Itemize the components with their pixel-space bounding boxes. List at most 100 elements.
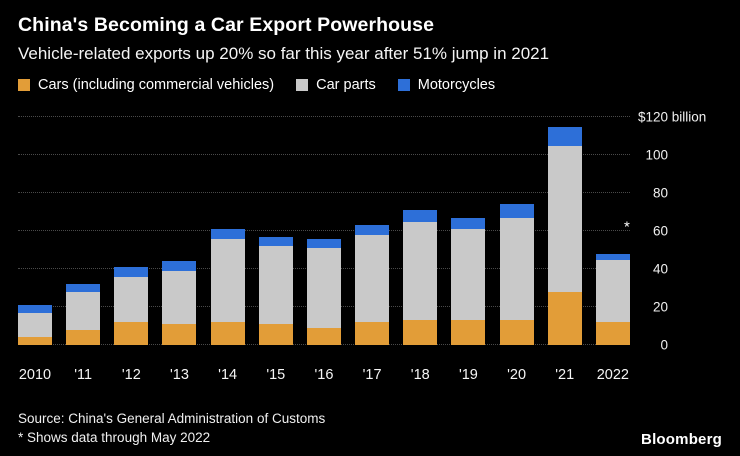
footnote-asterisk: * <box>624 218 630 236</box>
chart: $120 billion 100 80 60 40 20 0 * 2010 '11 '12 '13 '… <box>18 101 722 383</box>
bar-segment <box>162 261 197 271</box>
bar-group <box>162 117 197 345</box>
bar-segment <box>66 284 101 292</box>
bar-segment <box>258 324 293 345</box>
bar-group <box>114 117 149 345</box>
bar-segment <box>306 238 341 249</box>
bar-segment <box>114 267 149 277</box>
bar-segment <box>258 236 293 247</box>
bar-segment <box>114 276 149 323</box>
bar-segment <box>451 320 486 345</box>
bloomberg-logo: Bloomberg <box>641 431 722 448</box>
x-axis-label: '12 <box>121 367 141 383</box>
legend: Cars (including commercial vehicles) Car … <box>18 77 722 93</box>
y-axis-label: 0 <box>660 337 668 353</box>
y-axis-label: $120 billion <box>638 109 707 125</box>
legend-item: Cars (including commercial vehicles) <box>18 77 274 93</box>
chart-title: China's Becoming a Car Export Powerhouse <box>18 14 435 36</box>
bar-segment <box>18 305 52 313</box>
legend-swatch <box>397 79 410 91</box>
legend-item: Motorcycles <box>397 77 496 93</box>
bar-segment <box>66 291 101 330</box>
x-axis-label: '11 <box>74 367 93 383</box>
bar-group <box>210 117 245 345</box>
bar-segment <box>403 210 438 222</box>
bar-group <box>258 117 293 345</box>
bar-group <box>355 117 390 345</box>
y-axis-label: 40 <box>652 261 668 277</box>
bar-segment <box>547 126 582 146</box>
bar-segment <box>547 291 582 345</box>
legend-item: Car parts <box>296 77 376 93</box>
x-axis-label: '21 <box>555 367 575 383</box>
bar-segment <box>114 322 149 345</box>
footer: Source: China's General Administration o… <box>18 409 722 448</box>
bar-segment <box>210 322 245 345</box>
bar-segment <box>306 327 341 345</box>
x-axis-label: '15 <box>266 367 286 383</box>
bar-segment <box>451 229 486 321</box>
legend-label: Motorcycles <box>417 77 496 93</box>
x-axis-label: '13 <box>170 367 189 383</box>
bar-segment <box>162 270 197 325</box>
bar-group <box>595 117 630 345</box>
y-axis-label: 20 <box>652 299 668 315</box>
gridline <box>18 116 630 117</box>
legend-swatch <box>296 79 309 91</box>
chart-card: China's Becoming a Car Export Powerhouse… <box>18 14 722 383</box>
bar-segment <box>355 234 390 323</box>
x-axis-label: 2022 <box>596 367 629 383</box>
y-axis-label: 60 <box>652 223 668 239</box>
x-axis-label: '14 <box>218 367 238 383</box>
bar-segment <box>162 324 197 345</box>
bar-segment <box>499 320 534 345</box>
x-axis-label: 2010 <box>18 367 52 383</box>
bar-group <box>306 117 341 345</box>
bar-segment <box>595 253 630 260</box>
legend-label: Cars (including commercial vehicles) <box>38 77 275 93</box>
chart-subtitle: Vehicle-related exports up 20% so far th… <box>18 44 550 63</box>
x-axis-label: '17 <box>362 367 382 383</box>
bar-segment <box>18 312 52 338</box>
bar-segment <box>547 145 582 292</box>
bar-group <box>451 117 486 345</box>
y-axis-label: 80 <box>652 185 668 201</box>
bar-segment <box>595 322 630 345</box>
bar-segment <box>18 337 52 345</box>
gridline <box>18 154 630 155</box>
bar-segment <box>451 217 486 230</box>
bar-segment <box>355 225 390 235</box>
bar-group <box>66 117 101 345</box>
bar-segment <box>595 259 630 323</box>
bar-group <box>547 117 582 345</box>
x-axis: 2010 '11 '12 '13 '14 '15 '16 '17 '18 '19 '20 '21 202… <box>18 357 630 383</box>
gridline <box>18 230 630 231</box>
bar-segment <box>403 221 438 321</box>
note-text: * Shows data through May 2022 <box>18 430 211 446</box>
bar-segment <box>258 246 293 325</box>
source-text: Source: China's General Administration o… <box>18 410 326 426</box>
x-axis-label: '16 <box>314 367 334 383</box>
bar-segment <box>210 238 245 323</box>
y-axis-label: 100 <box>645 147 668 163</box>
plot-area <box>18 116 630 345</box>
bar-segment <box>403 320 438 345</box>
x-axis-label: '19 <box>458 367 478 383</box>
bar-segment <box>66 329 101 345</box>
gridline <box>18 192 630 194</box>
y-axis: $120 billion 100 80 60 40 20 0 * <box>624 110 722 353</box>
legend-swatch <box>18 79 30 91</box>
x-axis-label: '20 <box>507 367 527 383</box>
bar-segment <box>210 229 245 239</box>
bar-segment <box>499 204 534 218</box>
bar-segment <box>306 248 341 328</box>
bar-group <box>18 117 52 345</box>
x-axis-label: '18 <box>410 367 430 383</box>
bars <box>18 117 630 345</box>
bar-segment <box>499 217 534 321</box>
bar-segment <box>355 322 390 345</box>
bar-group <box>403 117 438 345</box>
legend-label: Car parts <box>316 77 376 93</box>
bar-group <box>499 117 534 345</box>
